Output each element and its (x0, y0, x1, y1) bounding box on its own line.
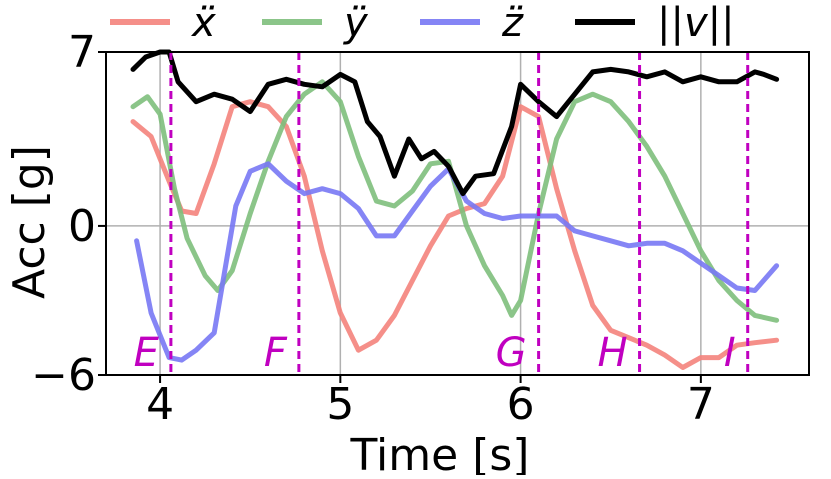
legend-label: z̈ (501, 0, 524, 46)
legend-label: ||v|| (657, 0, 735, 46)
plot-frame (105, 51, 810, 376)
x-tick-label: 6 (507, 379, 535, 430)
y-tick-label: 7 (68, 27, 96, 78)
y-tick-label: −6 (31, 350, 96, 401)
event-label: F (264, 330, 288, 376)
event-label: G (496, 330, 527, 376)
legend: ẍ ÿ z̈ ||v|| (110, 0, 735, 46)
axis-ticks: 4 5 6 7 −6 0 7 (31, 27, 715, 430)
y-axis-label: Acc [g] (4, 145, 55, 299)
y-tick-label: 0 (68, 201, 96, 252)
event-markers: E F G H I (134, 52, 750, 376)
event-label: H (597, 330, 627, 376)
series-line-1 (130, 99, 780, 370)
series-group (130, 49, 780, 370)
x-axis-label: Time [s] (350, 430, 530, 475)
x-tick-label: 4 (146, 379, 174, 430)
legend-label: ẍ (190, 0, 216, 46)
event-label: E (134, 330, 160, 376)
legend-label: ÿ (343, 0, 369, 46)
x-tick-label: 5 (326, 379, 354, 430)
x-tick-label: 7 (687, 379, 715, 430)
event-label: I (724, 330, 736, 376)
series-line-4 (130, 49, 780, 197)
